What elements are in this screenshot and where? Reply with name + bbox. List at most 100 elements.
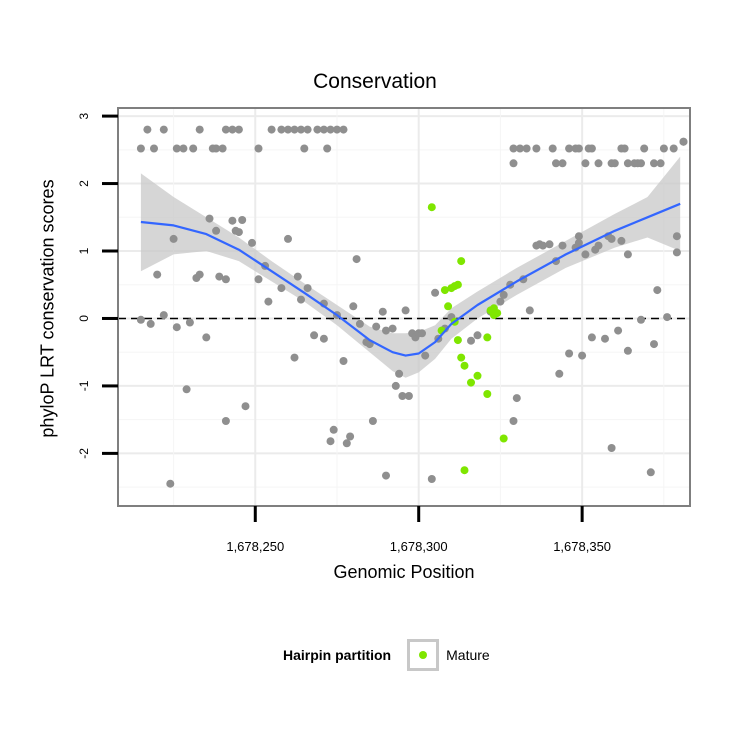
hairpin-point	[565, 349, 574, 358]
hairpin-point	[329, 425, 338, 434]
hairpin-point	[313, 125, 322, 134]
hairpin-point	[663, 313, 672, 322]
hairpin-point	[548, 144, 557, 153]
hairpin-point	[496, 297, 505, 306]
y-tick-label: 1	[77, 247, 91, 254]
hairpin-point	[202, 333, 211, 342]
hairpin-point	[581, 250, 590, 259]
mature-point	[483, 390, 492, 398]
hairpin-point	[516, 144, 524, 153]
hairpin-point	[637, 159, 645, 168]
hairpin-point	[195, 125, 204, 134]
mature-point	[440, 286, 449, 295]
hairpin-point	[623, 159, 632, 168]
hairpin-point	[499, 290, 508, 299]
x-tick-label: 1,678,250	[226, 539, 284, 554]
hairpin-point	[601, 334, 609, 343]
hairpin-point	[558, 241, 567, 250]
hairpin-point	[538, 241, 547, 250]
hairpin-point	[640, 144, 649, 153]
hairpin-point	[574, 144, 583, 153]
hairpin-point	[228, 125, 237, 134]
hairpin-point	[284, 234, 292, 243]
hairpin-point	[212, 144, 221, 153]
mature-point	[453, 280, 462, 289]
hairpin-point	[623, 346, 632, 355]
hairpin-point	[607, 444, 616, 452]
hairpin-point	[650, 159, 658, 168]
y-tick-label: 2	[77, 180, 91, 187]
mature-point	[473, 371, 482, 380]
hairpin-point	[218, 144, 227, 153]
hairpin-point	[238, 216, 247, 224]
hairpin-point	[166, 479, 175, 488]
hairpin-point	[509, 144, 518, 153]
hairpin-point	[326, 437, 335, 446]
mature-point	[444, 302, 453, 311]
hairpin-point	[303, 125, 312, 134]
hairpin-point	[228, 216, 237, 225]
hairpin-point	[349, 302, 358, 311]
y-tick-label: 3	[77, 112, 91, 119]
hairpin-point	[594, 159, 603, 168]
hairpin-point	[610, 159, 619, 168]
hairpin-point	[656, 159, 665, 168]
hairpin-point	[293, 272, 302, 281]
hairpin-point	[473, 331, 482, 340]
hairpin-point	[284, 125, 292, 134]
hairpin-point	[614, 326, 623, 335]
chart-title: Conservation	[313, 70, 437, 93]
hairpin-point	[669, 144, 678, 153]
hairpin-point	[545, 240, 554, 249]
hairpin-point	[264, 297, 273, 306]
hairpin-point	[136, 144, 145, 153]
x-tick-label: 1,678,350	[553, 539, 611, 554]
hairpin-point	[404, 392, 413, 400]
hairpin-point	[346, 432, 355, 441]
hairpin-point	[509, 417, 518, 425]
y-tick-label: -2	[77, 448, 91, 459]
mature-point	[483, 333, 492, 342]
hairpin-point	[398, 392, 407, 400]
hairpin-point	[525, 306, 534, 315]
hairpin-point	[212, 226, 221, 235]
hairpin-point	[401, 306, 410, 315]
hairpin-point	[179, 144, 188, 153]
hairpin-point	[254, 275, 263, 284]
hairpin-point	[234, 125, 243, 134]
hairpin-point	[578, 351, 587, 360]
hairpin-point	[679, 137, 688, 146]
hairpin-point	[672, 232, 681, 241]
hairpin-point	[241, 402, 250, 411]
hairpin-point	[594, 241, 603, 250]
hairpin-point	[146, 319, 155, 328]
mature-point	[460, 466, 469, 475]
hairpin-point	[248, 238, 256, 247]
hairpin-point	[522, 144, 531, 153]
hairpin-point	[659, 144, 668, 153]
hairpin-point	[382, 471, 390, 480]
hairpin-point	[587, 144, 596, 153]
mature-point	[427, 203, 436, 212]
hairpin-point	[297, 295, 305, 304]
hairpin-point	[136, 315, 145, 324]
hairpin-point	[581, 159, 590, 168]
hairpin-point	[587, 333, 596, 342]
legend-title: Hairpin partition	[283, 647, 392, 663]
legend-key-mature	[407, 639, 440, 671]
hairpin-point	[558, 159, 567, 168]
hairpin-point	[303, 284, 312, 293]
hairpin-point	[172, 323, 181, 332]
hairpin-point	[372, 322, 381, 331]
hairpin-point	[637, 315, 645, 324]
hairpin-point	[512, 394, 521, 403]
hairpin-point	[342, 439, 351, 448]
hairpin-point	[672, 248, 681, 257]
hairpin-point	[388, 324, 397, 333]
hairpin-point	[323, 144, 332, 153]
hairpin-point	[607, 234, 616, 243]
hairpin-point	[297, 125, 305, 134]
hairpin-point	[143, 125, 152, 134]
mature-point	[460, 361, 469, 370]
